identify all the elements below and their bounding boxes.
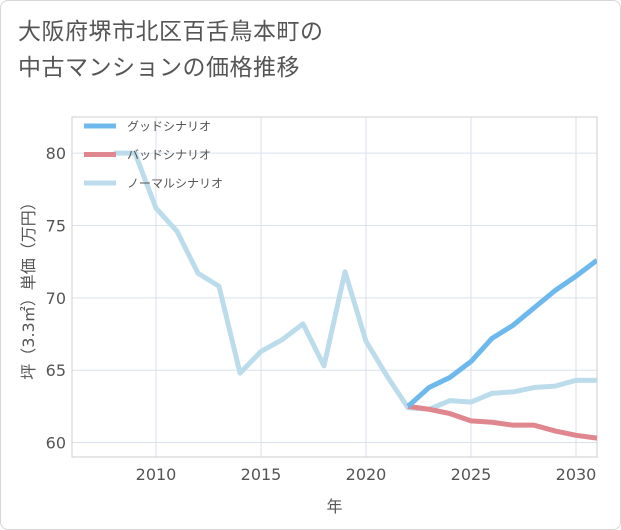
y-tick-label: 75: [46, 217, 66, 236]
x-tick-label: 2025: [451, 465, 492, 484]
x-tick-label: 2020: [346, 465, 387, 484]
y-axis-title: 坪（3.3㎡）単価（万円）: [19, 194, 38, 379]
legend-label: バッドシナリオ: [127, 148, 211, 162]
series-line-1: [407, 403, 597, 441]
y-tick-label: 70: [46, 289, 66, 308]
x-tick-label: 2010: [136, 465, 177, 484]
y-tick-label: 80: [46, 144, 66, 163]
series-line-2: [114, 150, 597, 412]
y-axis-ticks: 60 65 70 75 80: [46, 144, 66, 452]
chart-title-line-1: 大阪府堺市北区百舌鳥本町の: [18, 19, 324, 45]
x-axis-ticks: 2010 2015 2020 2025 2030: [136, 465, 597, 484]
grid: [72, 117, 597, 457]
x-axis-title: 年: [326, 497, 342, 516]
x-tick-label: 2030: [556, 465, 597, 484]
plot-area: [71, 116, 598, 458]
legend-label: ノーマルシナリオ: [127, 177, 223, 191]
chart-title-line-2: 中古マンションの価格推移: [18, 55, 300, 81]
series-line-0: [406, 258, 597, 409]
x-tick-label: 2015: [241, 465, 282, 484]
y-tick-label: 60: [46, 434, 66, 453]
legend-label: グッドシナリオ: [127, 120, 211, 134]
series-group: [114, 150, 597, 441]
y-tick-label: 65: [46, 361, 66, 380]
chart-title: 大阪府堺市北区百舌鳥本町の 中古マンションの価格推移: [18, 14, 324, 86]
